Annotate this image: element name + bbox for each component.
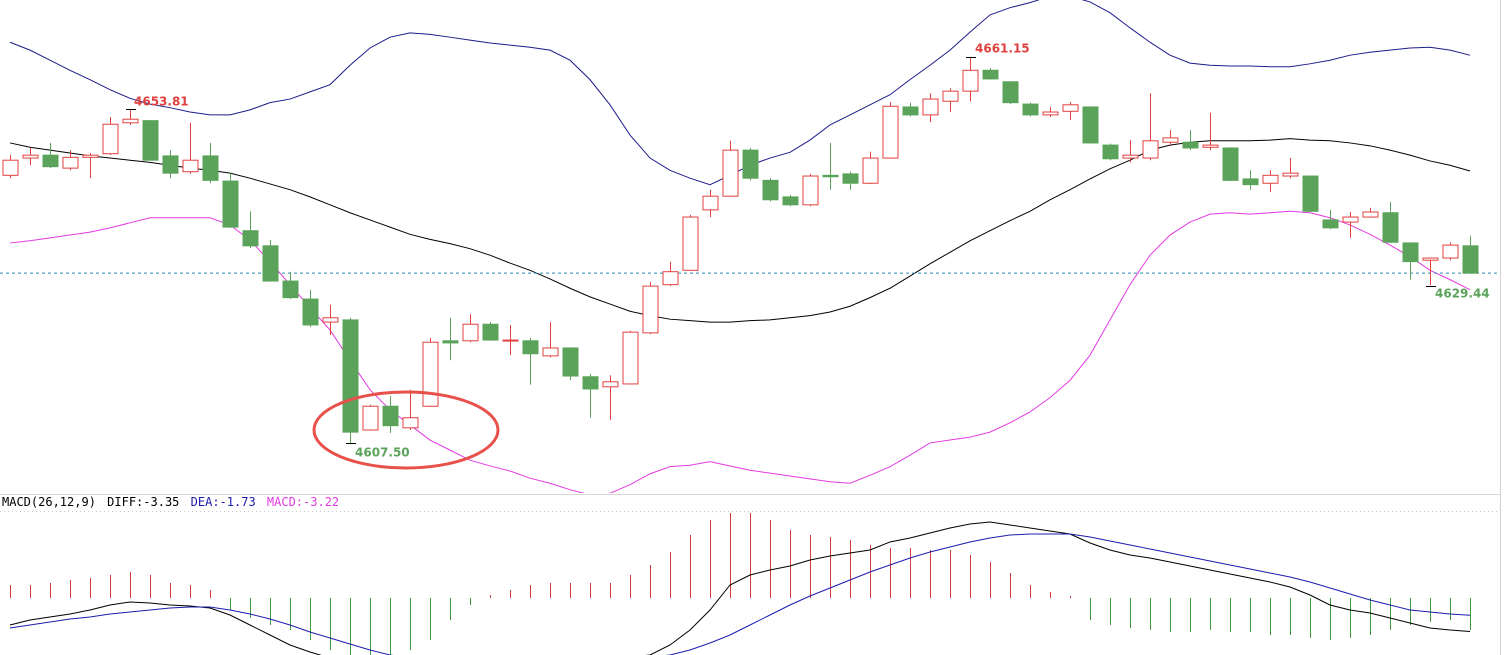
legend-label: DEA:: [191, 495, 220, 509]
candle-body: [62, 156, 79, 169]
candle-body: [1062, 104, 1079, 112]
low-label: 4607.50: [355, 446, 410, 460]
candle-body: [242, 230, 259, 247]
candle-body: [82, 154, 99, 158]
candle-body: [222, 180, 239, 228]
candle-body: [282, 280, 299, 299]
candle-body: [942, 90, 959, 102]
candle-body: [1462, 245, 1479, 274]
candle-body: [1222, 147, 1239, 181]
candle-body: [462, 323, 479, 342]
candle-body: [562, 347, 579, 377]
candle-body: [182, 159, 199, 173]
legend-label: DIFF:: [107, 495, 143, 509]
legend-label: MACD:: [267, 495, 303, 509]
candle-body: [482, 323, 499, 341]
candle-body: [522, 340, 539, 355]
candle-body: [902, 106, 919, 116]
candle-body: [1042, 111, 1059, 116]
highlight-ellipse: [312, 390, 500, 470]
candle-body: [162, 155, 179, 174]
candle-body: [1122, 154, 1139, 159]
candle-body: [1302, 175, 1319, 212]
candle-body: [1182, 141, 1199, 149]
candle-body: [1402, 242, 1419, 263]
candle-body: [1342, 216, 1359, 223]
candle-body: [262, 245, 279, 282]
candle-body: [362, 405, 379, 431]
candle-body: [702, 195, 719, 211]
candle-body: [882, 105, 899, 159]
candle-body: [42, 154, 59, 168]
candle-body: [1382, 212, 1399, 243]
candle-body: [1322, 219, 1339, 229]
candle-body: [22, 154, 39, 159]
high-label: 4653.81: [134, 95, 189, 109]
candle-body: [442, 340, 459, 344]
candle-body: [2, 159, 19, 176]
low-label: 4629.44: [1435, 287, 1490, 301]
candle-body: [1422, 257, 1439, 261]
candle-body: [102, 123, 119, 155]
candle-body: [1282, 172, 1299, 177]
macd-panel: [9, 513, 1471, 655]
candle-body: [1162, 137, 1179, 143]
candle-body: [1142, 140, 1159, 159]
candle-body: [622, 331, 639, 385]
candle-body: [1082, 106, 1099, 144]
candle-body: [142, 120, 159, 161]
candle-body: [962, 69, 979, 92]
candle-body: [1002, 81, 1019, 104]
candle-body: [642, 285, 659, 334]
candle-body: [382, 405, 399, 427]
legend-value: -3.22: [303, 495, 339, 509]
legend-value: -1.73: [220, 495, 256, 509]
candle-body: [782, 196, 799, 206]
candle-body: [402, 417, 419, 429]
candle-body: [842, 173, 859, 184]
candle-body: [802, 175, 819, 206]
candle-body: [922, 98, 939, 116]
candle-body: [602, 381, 619, 388]
candle-body: [982, 69, 999, 80]
candle-body: [542, 347, 559, 357]
candle-body: [1022, 103, 1039, 116]
candle-body: [1362, 211, 1379, 218]
macd-line: [9, 521, 1471, 655]
candle-body: [502, 339, 519, 342]
candle-body: [422, 341, 439, 407]
high-label: 4661.15: [975, 42, 1030, 56]
candle-body: [722, 149, 739, 197]
candle-body: [582, 376, 599, 390]
candle-body: [742, 149, 759, 179]
candle-body: [302, 298, 319, 326]
macd-title: MACD(26,12,9): [2, 495, 96, 509]
macd-header: MACD(26,12,9) DIFF:-3.35 DEA:-1.73 MACD:…: [2, 495, 339, 509]
candle-body: [1442, 244, 1459, 259]
legend-value: -3.35: [143, 495, 179, 509]
band-line: [9, 138, 1471, 323]
candle-body: [122, 118, 139, 124]
candle-body: [682, 216, 699, 271]
candle-body: [342, 319, 359, 433]
macd-line: [9, 533, 1471, 655]
candle-body: [1262, 174, 1279, 184]
candle-body: [822, 174, 839, 178]
candle-body: [1102, 144, 1119, 160]
candle-body: [862, 157, 879, 184]
price-panel: [0, 0, 1500, 493]
candle-body: [202, 155, 219, 181]
candle-body: [322, 317, 339, 323]
candle-body: [1202, 144, 1219, 148]
band-line: [9, 0, 1471, 186]
candle-body: [1242, 178, 1259, 186]
candle-body: [662, 271, 679, 286]
candle-body: [762, 179, 779, 201]
